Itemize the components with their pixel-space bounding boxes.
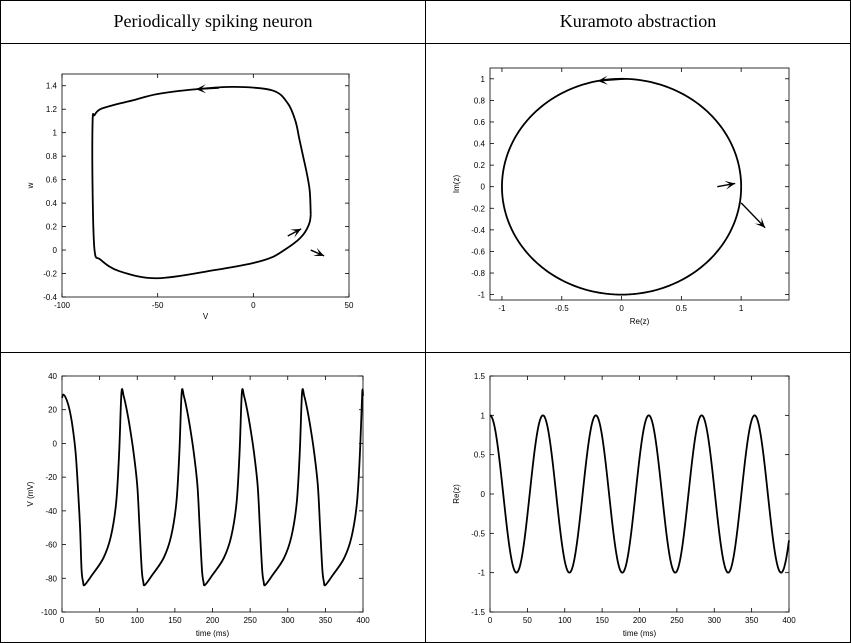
y-tick-label: 0 (481, 183, 486, 192)
x-tick-label: 0 (619, 304, 624, 313)
x-axis-label: Re(z) (630, 317, 650, 326)
x-tick-label: 150 (595, 616, 609, 625)
y-tick-label: 0.2 (474, 161, 486, 170)
trajectory-arrow-line (740, 202, 766, 229)
y-tick-label: -0.8 (471, 269, 485, 278)
y-tick-label: 0.6 (46, 176, 58, 185)
x-tick-label: 50 (95, 616, 104, 625)
y-tick-label: -0.4 (471, 226, 485, 235)
series-line (91, 86, 312, 280)
y-tick-label: 1.5 (474, 372, 486, 381)
table-divider-header (0, 43, 851, 44)
x-tick-label: -0.5 (555, 304, 569, 313)
x-tick-label: 0 (488, 616, 493, 625)
y-tick-label: -0.2 (471, 204, 485, 213)
y-tick-label: -0.6 (471, 247, 485, 256)
x-tick-label: -1 (498, 304, 506, 313)
x-tick-label: 350 (745, 616, 759, 625)
arrowhead-icon (754, 217, 766, 228)
arrowhead-icon (313, 247, 325, 256)
x-tick-label: 50 (523, 616, 532, 625)
y-tick-label: 0.5 (474, 451, 486, 460)
y-axis-label: V (mV) (26, 481, 35, 506)
x-tick-label: -50 (152, 301, 164, 310)
x-tick-label: 400 (356, 616, 370, 625)
x-tick-label: 250 (243, 616, 257, 625)
y-tick-label: 1.2 (46, 105, 58, 114)
table-divider-middle (0, 352, 851, 353)
x-tick-label: 350 (319, 616, 333, 625)
plot-axes-box (489, 67, 790, 301)
y-tick-label: 0.8 (46, 152, 58, 161)
y-tick-label: 0 (53, 439, 58, 448)
x-axis-label: V (203, 312, 209, 321)
x-tick-label: 200 (206, 616, 220, 625)
table-divider-vertical (425, 0, 426, 643)
y-tick-label: -100 (41, 608, 58, 617)
plot-axes-box (489, 375, 790, 613)
x-tick-label: -100 (54, 301, 71, 310)
y-tick-label: -80 (45, 574, 57, 583)
x-axis-label: time (ms) (623, 629, 657, 638)
trajectory-arrow-line (597, 78, 628, 82)
y-tick-label: -40 (45, 507, 57, 516)
y-tick-label: 1 (481, 75, 486, 84)
y-axis-label: w (26, 182, 35, 189)
x-axis-label: time (ms) (196, 629, 230, 638)
x-tick-label: 150 (168, 616, 182, 625)
x-tick-label: 200 (633, 616, 647, 625)
arrowhead-icon (597, 75, 608, 85)
x-tick-label: 400 (782, 616, 796, 625)
x-tick-label: 100 (558, 616, 572, 625)
y-tick-label: 20 (48, 406, 57, 415)
y-tick-label: -0.2 (43, 270, 57, 279)
y-tick-label: -1.5 (471, 608, 485, 617)
y-tick-label: 0.2 (46, 223, 58, 232)
arrowhead-icon (195, 84, 207, 94)
y-tick-label: 1 (481, 411, 486, 420)
x-tick-label: 0 (60, 616, 65, 625)
y-tick-label: 0 (481, 490, 486, 499)
x-tick-label: 300 (281, 616, 295, 625)
y-tick-label: 0.6 (474, 118, 486, 127)
y-tick-label: -20 (45, 473, 57, 482)
header-right: Kuramoto abstraction (559, 11, 717, 31)
y-tick-label: 1.4 (46, 82, 58, 91)
x-tick-label: 0 (251, 301, 256, 310)
table-border-left (0, 0, 1, 643)
header-left: Periodically spiking neuron (113, 11, 313, 31)
x-tick-label: 1 (739, 304, 744, 313)
y-tick-label: -1 (478, 569, 486, 578)
y-tick-label: -0.5 (471, 529, 485, 538)
x-tick-label: 0.5 (676, 304, 688, 313)
series-line (489, 414, 790, 574)
x-tick-label: 100 (131, 616, 145, 625)
arrowhead-icon (724, 180, 736, 190)
y-tick-label: -1 (478, 291, 486, 300)
y-tick-label: 40 (48, 372, 57, 381)
series-line (61, 388, 364, 587)
y-tick-label: -0.4 (43, 293, 57, 302)
y-tick-label: 0.4 (46, 199, 58, 208)
y-tick-label: -60 (45, 541, 57, 550)
plot-axes-box (61, 73, 350, 298)
y-tick-label: 1 (53, 129, 58, 138)
series-line (501, 77, 743, 296)
y-tick-label: 0.8 (474, 96, 486, 105)
arrowhead-icon (290, 228, 302, 238)
x-tick-label: 300 (708, 616, 722, 625)
x-tick-label: 250 (670, 616, 684, 625)
y-axis-label: Im(z) (452, 175, 461, 194)
y-tick-label: 0 (53, 246, 58, 255)
y-tick-label: 0.4 (474, 140, 486, 149)
x-tick-label: 50 (345, 301, 354, 310)
y-axis-label: Re(z) (452, 484, 461, 504)
